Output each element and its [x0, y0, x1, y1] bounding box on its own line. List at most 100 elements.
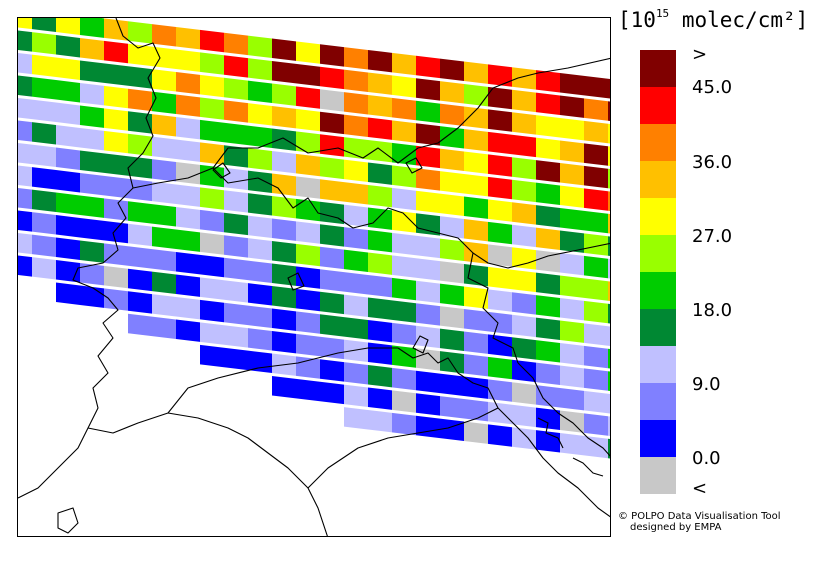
swath-pixel [344, 294, 368, 317]
swath-pixel [560, 320, 584, 343]
swath-pixel [272, 83, 296, 106]
swath-pixel [56, 18, 80, 35]
swath-pixel [344, 227, 368, 250]
swath-pixel [584, 143, 608, 166]
swath-pixel [32, 167, 56, 190]
swath-pixel [56, 125, 80, 148]
swath-pixel [416, 55, 440, 79]
swath-pixel [368, 140, 392, 163]
swath-pixel [344, 204, 368, 227]
legend-tick-0: 0.0 [692, 448, 721, 469]
swath-pixel [320, 336, 344, 360]
swath-pixel [512, 359, 536, 383]
legend-tick-27: 27.0 [692, 226, 733, 247]
legend-tick-45: 45.0 [692, 77, 733, 98]
swath-pixel [272, 173, 296, 196]
swath-pixel [416, 145, 440, 169]
swath-pixel [608, 326, 610, 347]
swath-pixel [152, 204, 176, 227]
swath-pixel [18, 98, 32, 120]
swath-pixel [368, 297, 392, 320]
swath-pixel [392, 232, 416, 256]
swath-pixel [512, 224, 536, 248]
legend-swatch [640, 87, 676, 124]
swath-pixel [536, 70, 560, 93]
swath-pixel [392, 367, 416, 391]
swath-pixel [248, 103, 272, 126]
swath-pixels [18, 18, 610, 459]
swath-pixel [104, 130, 128, 154]
swath-pixel [488, 356, 512, 380]
swath-pixel [128, 178, 152, 202]
swath-pixel [392, 255, 416, 278]
swath-pixel [488, 334, 512, 357]
swath-pixel [440, 81, 464, 104]
swath-pixel [200, 344, 224, 368]
swath-pixel [56, 215, 80, 238]
swath-pixel [296, 378, 320, 402]
swath-pixel [368, 117, 392, 140]
swath-pixel [32, 32, 56, 55]
swath-pixel [320, 359, 344, 382]
swath-pixel [536, 317, 560, 341]
swath-pixel [56, 102, 80, 125]
swath-pixel [32, 77, 56, 100]
swath-pixel [320, 291, 344, 315]
swath-pixel [512, 314, 536, 338]
swath-pixel [296, 108, 320, 132]
swath-pixel [248, 328, 272, 351]
swath-pixel [368, 410, 392, 433]
swath-pixel [416, 303, 440, 326]
swath-pixel [368, 387, 392, 410]
swath-pixel [320, 66, 344, 90]
swath-pixel [224, 302, 248, 326]
swath-pixel [464, 196, 488, 219]
swath-pixel [584, 390, 608, 414]
swath-pixel [248, 193, 272, 216]
swath-pixel [608, 438, 610, 459]
swath-pixel [608, 123, 610, 144]
swath-pixel [80, 150, 104, 173]
swath-pixel [176, 139, 200, 162]
swath-pixel [152, 136, 176, 159]
swath-pixel [272, 105, 296, 129]
swath-pixel [560, 208, 584, 231]
swath-pixel [176, 71, 200, 95]
swath-pixel [392, 322, 416, 346]
swath-pixel [584, 345, 608, 369]
swath-pixel [224, 325, 248, 348]
swath-pixel [128, 291, 152, 314]
swath-pixel [248, 215, 272, 238]
swath-pixel [152, 249, 176, 272]
swath-pixel [200, 232, 224, 255]
swath-pixel [344, 159, 368, 182]
swath-pixel [320, 89, 344, 112]
swath-pixel [512, 427, 536, 450]
swath-pixel [440, 351, 464, 374]
swath-pixel [200, 299, 224, 323]
swath-pixel [536, 362, 560, 386]
swath-pixel [80, 60, 104, 83]
swath-pixel [392, 97, 416, 121]
swath-pixel [512, 247, 536, 270]
swath-pixel [320, 156, 344, 180]
swath-pixel [488, 221, 512, 245]
swath-pixel [392, 165, 416, 188]
swath-pixel [128, 88, 152, 112]
swath-pixel [560, 140, 584, 163]
swath-pixel [488, 64, 512, 87]
swath-pixel [560, 163, 584, 186]
swath-pixel [248, 283, 272, 306]
swath-pixel [56, 237, 80, 260]
swath-pixel [272, 285, 296, 309]
swath-pixel [440, 306, 464, 329]
swath-pixel [440, 103, 464, 127]
swath-pixel [32, 54, 56, 78]
swath-pixel [104, 175, 128, 199]
swath-pixel [368, 95, 392, 118]
swath-pixel [608, 416, 610, 437]
swath-pixel [344, 182, 368, 205]
swath-pixel [416, 235, 440, 259]
swath-pixel [224, 167, 248, 191]
swath-pixel [416, 393, 440, 416]
